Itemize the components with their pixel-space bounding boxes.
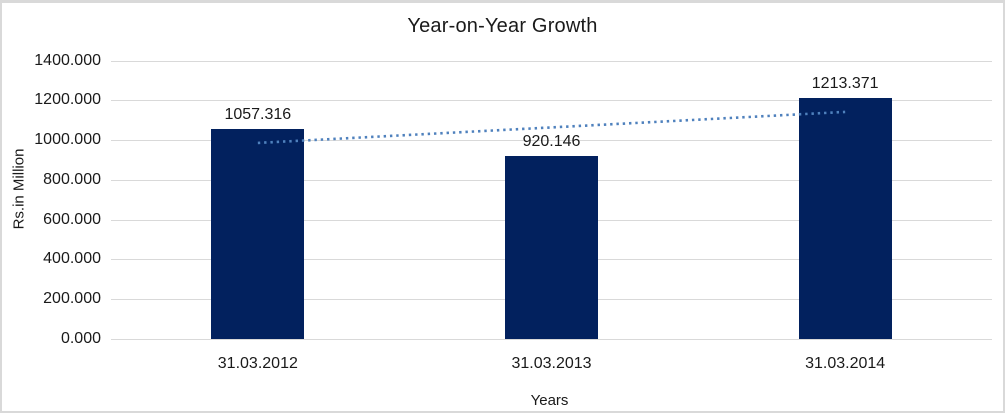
trendline <box>257 110 846 145</box>
x-category-label: 31.03.2012 <box>217 355 298 372</box>
plot-area: 0.000 200.000 400.000 600.000 800.000 1000.00… <box>2 3 1003 411</box>
gridline <box>111 140 992 142</box>
y-tick-label: 600.000 <box>43 210 101 228</box>
chart-title: Year-on-Year Growth <box>407 15 598 37</box>
data-label: 1213.371 <box>811 74 879 92</box>
bar <box>505 155 598 339</box>
y-tick-label: 1000.000 <box>34 131 101 149</box>
y-tick-label: 1400.000 <box>34 51 101 69</box>
bar <box>211 128 305 339</box>
x-axis-title: Years <box>530 392 569 409</box>
data-label: 1057.316 <box>224 105 292 123</box>
data-label: 920.146 <box>522 132 581 150</box>
y-tick-label: 200.000 <box>43 290 101 308</box>
gridline <box>111 60 992 62</box>
gridline <box>111 339 992 340</box>
x-category-label: 31.03.2013 <box>511 355 592 372</box>
y-tick-label: 1200.000 <box>34 91 101 109</box>
y-tick-label: 0.000 <box>60 330 101 347</box>
y-tick-label: 400.000 <box>43 250 101 268</box>
x-category-label: 31.03.2014 <box>805 355 886 372</box>
gridline <box>111 100 992 102</box>
y-tick-label: 800.000 <box>43 170 101 188</box>
bar <box>798 97 892 339</box>
